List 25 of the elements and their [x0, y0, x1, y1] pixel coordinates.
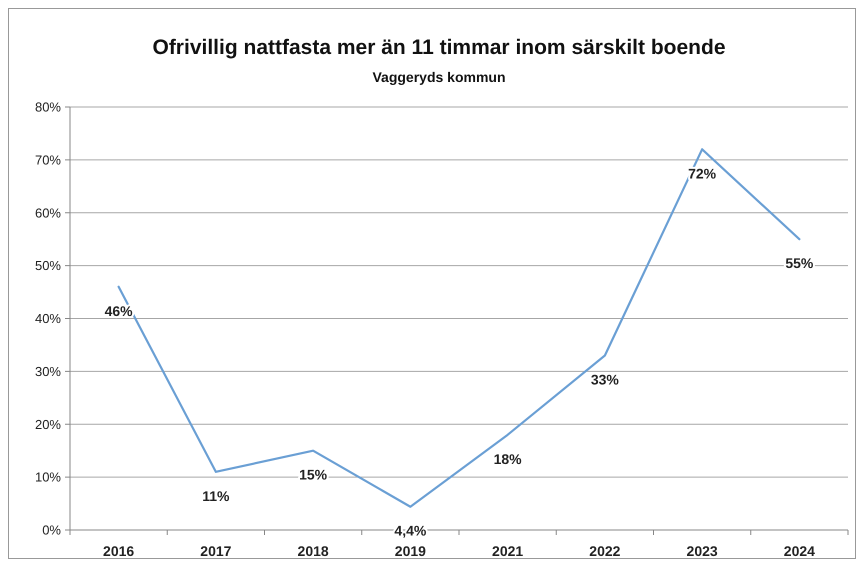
x-tick-label: 2023 — [686, 543, 718, 559]
data-label: 33% — [590, 372, 620, 388]
y-tick-label: 0% — [42, 522, 62, 538]
y-tick-label: 80% — [34, 100, 62, 115]
x-tick-label: 2024 — [784, 543, 816, 559]
data-label: 11% — [202, 488, 230, 504]
y-tick-label: 20% — [34, 416, 62, 432]
x-tick-label: 2021 — [492, 543, 524, 559]
data-label: 55% — [785, 255, 814, 272]
data-label: 18% — [494, 450, 522, 467]
x-tick-label: 2019 — [394, 543, 426, 559]
chart-subtitle: Vaggeryds kommun — [372, 69, 506, 85]
x-tick-label: 2022 — [589, 543, 621, 559]
x-tick-label: 2017 — [200, 543, 232, 559]
y-tick-label: 50% — [34, 258, 62, 274]
chart-title: Ofrivillig nattfasta mer än 11 timmar inom särskilt boende — [152, 36, 726, 59]
y-tick-label: 70% — [34, 152, 62, 168]
y-tick-label: 10% — [34, 470, 62, 485]
x-tick-label: 2018 — [298, 543, 329, 559]
y-tick-label: 30% — [34, 364, 62, 379]
data-label: 4,4% — [394, 522, 427, 539]
x-tick-label: 2016 — [103, 543, 134, 559]
data-label: 15% — [299, 466, 328, 483]
y-tick-label: 40% — [34, 311, 62, 326]
y-tick-label: 60% — [34, 205, 62, 220]
